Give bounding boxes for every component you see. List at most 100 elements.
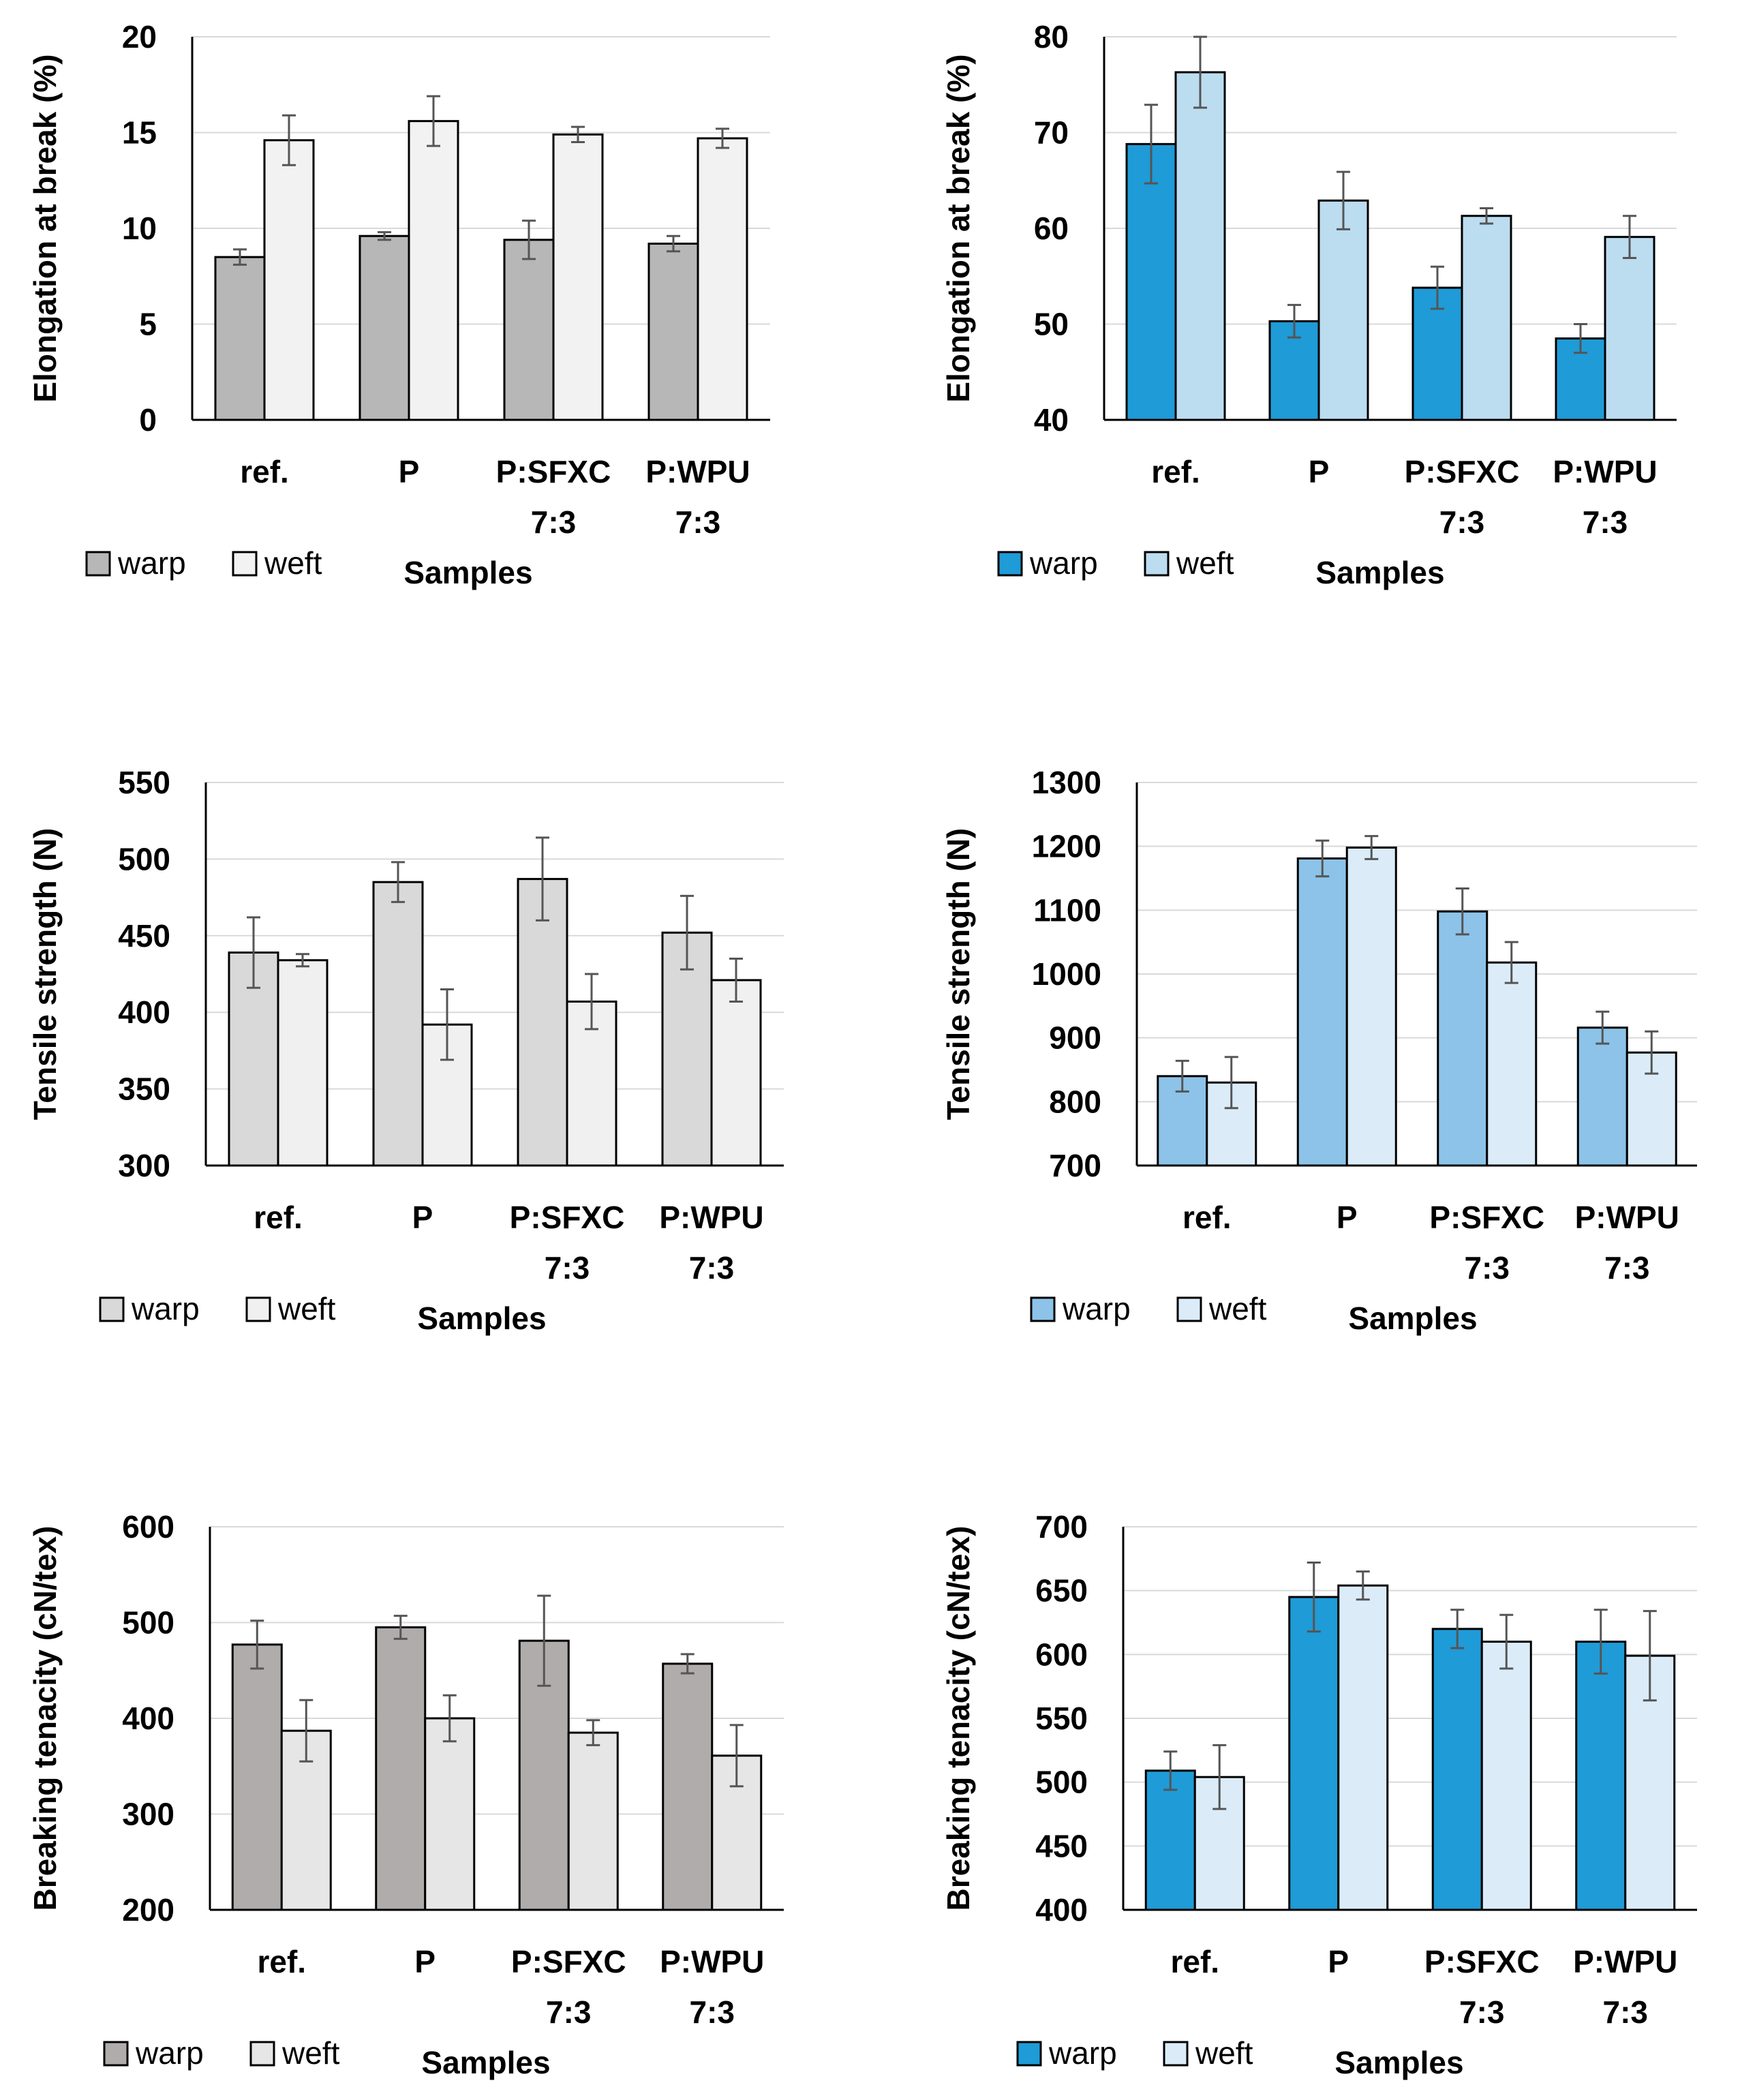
x-tick-label: ref. xyxy=(240,454,289,489)
bar-warp-4 xyxy=(662,1662,714,1911)
y-tick-label: 400 xyxy=(1035,1892,1088,1928)
bar-warp-2 xyxy=(1296,857,1348,1167)
y-tick-label: 15 xyxy=(122,115,157,151)
x-tick-label: P:WPU xyxy=(645,454,750,489)
bar-weft-2 xyxy=(1317,199,1369,421)
x-tick-label: 7:3 xyxy=(545,1250,590,1285)
bar-weft-4 xyxy=(697,137,748,421)
x-tick-label: P:WPU xyxy=(660,1944,764,1979)
bar-warp-4 xyxy=(647,242,699,421)
bar-weft-1 xyxy=(277,959,329,1167)
x-tick-label: 7:3 xyxy=(1603,1994,1648,2030)
x-tick-label: ref. xyxy=(1182,1200,1232,1235)
y-tick-label: 0 xyxy=(139,402,157,438)
y-tick-label: 350 xyxy=(118,1071,170,1107)
bar-weft-2 xyxy=(1345,847,1397,1167)
x-axis-title: Samples xyxy=(1315,555,1444,590)
x-axis-title: Samples xyxy=(403,555,532,590)
y-tick-label: 1000 xyxy=(1032,956,1101,992)
x-tick-label: 7:3 xyxy=(1459,1994,1504,2030)
x-tick-label: P:WPU xyxy=(1573,1944,1677,1979)
legend-label-weft: weft xyxy=(277,1291,336,1326)
y-tick-label: 600 xyxy=(122,1509,174,1544)
y-tick-label: 600 xyxy=(1035,1637,1088,1672)
x-tick-label: P:SFXC xyxy=(510,1200,625,1235)
legend-swatch-warp xyxy=(85,551,111,577)
bar-warp-4 xyxy=(1575,1641,1627,1911)
y-axis-title: Tensile strength (N) xyxy=(941,828,976,1121)
x-tick-label: 7:3 xyxy=(546,1994,591,2030)
y-axis-title: Breaking tenacity (cN/tex) xyxy=(941,1526,976,1911)
bar-weft-3 xyxy=(566,1000,617,1167)
x-axis-title: Samples xyxy=(417,1300,546,1336)
legend-swatch-warp xyxy=(99,1296,125,1322)
bar-warp-3 xyxy=(1437,910,1489,1167)
x-tick-label: P:WPU xyxy=(1553,454,1657,489)
x-tick-label: P xyxy=(414,1944,436,1979)
chart-panel-4: 700 800 900 1000 1100 1200 1300 ref. P P:SFXC 7:3 P… xyxy=(941,765,1697,1336)
y-tick-label: 700 xyxy=(1049,1148,1101,1183)
bar-warp-4 xyxy=(1576,1026,1628,1167)
legend-label-weft: weft xyxy=(1195,2035,1253,2071)
y-tick-label: 300 xyxy=(118,1148,170,1183)
y-tick-label: 20 xyxy=(122,19,157,55)
x-tick-label: P:SFXC xyxy=(1424,1944,1540,1979)
bar-weft-3 xyxy=(1480,1641,1532,1911)
bar-weft-3 xyxy=(552,133,604,421)
y-tick-label: 900 xyxy=(1049,1020,1101,1056)
x-tick-label: P xyxy=(399,454,420,489)
chart-panel-1: 0 5 10 15 20 ref. P P:SFXC 7:3 P:WPU 7:3 Elongation… xyxy=(27,19,770,590)
legend-swatch-weft xyxy=(249,2041,275,2067)
bar-weft-3 xyxy=(1486,961,1538,1167)
legend-label-warp: warp xyxy=(1048,2035,1117,2071)
bar-warp-1 xyxy=(1144,1769,1196,1911)
x-axis-title: Samples xyxy=(1334,2045,1463,2080)
bar-warp-2 xyxy=(372,881,424,1167)
x-tick-label: 7:3 xyxy=(690,1994,735,2030)
bar-weft-4 xyxy=(1604,236,1655,421)
x-tick-label: 7:3 xyxy=(1465,1250,1510,1285)
x-axis-title: Samples xyxy=(421,2045,550,2080)
x-tick-label: P xyxy=(1337,1200,1358,1235)
legend-swatch-warp xyxy=(103,2041,129,2067)
y-tick-label: 450 xyxy=(118,918,170,954)
bar-warp-2 xyxy=(1288,1596,1340,1911)
x-tick-label: P xyxy=(1309,454,1330,489)
x-tick-label: 7:3 xyxy=(531,504,576,540)
y-tick-label: 700 xyxy=(1035,1509,1088,1544)
legend-label-warp: warp xyxy=(131,1291,200,1326)
chart-panel-5: 200 300 400 500 600 ref. P P:SFXC 7:3 P:WPU 7:3 Bre… xyxy=(27,1509,784,2080)
bar-warp-1 xyxy=(1125,142,1177,421)
y-tick-label: 500 xyxy=(118,841,170,877)
x-tick-label: P xyxy=(1328,1944,1349,1979)
bar-weft-2 xyxy=(424,1717,476,1911)
bar-warp-3 xyxy=(503,239,555,421)
x-tick-label: 7:3 xyxy=(1439,504,1484,540)
bar-warp-3 xyxy=(1431,1628,1483,1911)
y-tick-label: 650 xyxy=(1035,1573,1088,1609)
bar-warp-3 xyxy=(517,878,568,1167)
bar-weft-3 xyxy=(1461,215,1512,421)
x-tick-label: ref. xyxy=(254,1200,303,1235)
legend-swatch-weft xyxy=(232,551,258,577)
y-tick-label: 550 xyxy=(1035,1701,1088,1736)
bar-warp-1 xyxy=(214,256,266,421)
x-tick-label: ref. xyxy=(1170,1944,1219,1979)
y-tick-label: 800 xyxy=(1049,1084,1101,1119)
legend-label-warp: warp xyxy=(135,2035,204,2071)
y-axis-title: Breaking tenacity (cN/tex) xyxy=(27,1526,63,1911)
x-tick-label: 7:3 xyxy=(1583,504,1628,540)
bar-warp-2 xyxy=(375,1626,427,1911)
y-tick-label: 400 xyxy=(122,1701,174,1736)
chart-panel-3: 300 350 400 450 500 550 ref. P P:SFXC 7:3 P:WPU 7:3… xyxy=(27,765,784,1336)
y-tick-label: 500 xyxy=(122,1605,174,1641)
x-tick-label: P xyxy=(412,1200,433,1235)
y-tick-label: 550 xyxy=(118,765,170,800)
y-tick-label: 300 xyxy=(122,1797,174,1832)
chart-panel-2: 40 50 60 70 80 ref. P P:SFXC 7:3 P:WPU 7:3 Elongati… xyxy=(941,19,1677,590)
y-tick-label: 1300 xyxy=(1032,765,1101,800)
y-axis-title: Elongation at break (%) xyxy=(941,54,976,402)
y-tick-label: 400 xyxy=(118,994,170,1030)
bar-weft-1 xyxy=(263,139,315,421)
